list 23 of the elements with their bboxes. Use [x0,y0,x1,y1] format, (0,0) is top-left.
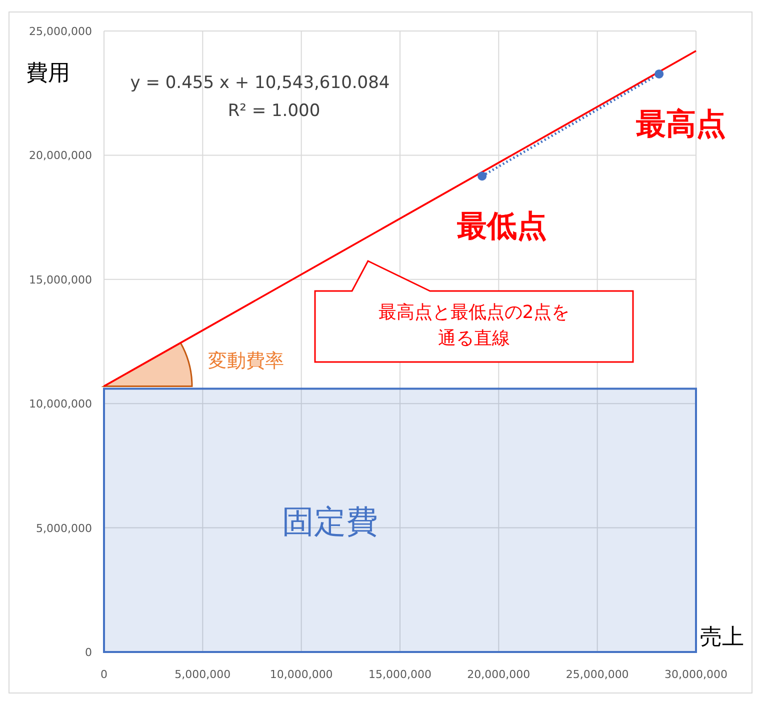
annotation: y = 0.455 x + 10,543,610.084 [130,73,390,93]
y-axis-title: 費用 [26,61,70,86]
annotation: 変動費率 [208,350,284,372]
x-axis-title: 売上 [700,625,744,650]
annotation: 最高点と最低点の2点を [378,302,570,323]
x-tick-label: 0 [100,668,108,681]
x-tick-label: 10,000,000 [270,668,333,681]
y-tick-label: 20,000,000 [29,149,92,162]
x-tick-label: 30,000,000 [664,668,728,681]
y-tick-label: 5,000,000 [36,522,92,535]
annotation: 最高点 [636,106,726,142]
annotation: 通る直線 [438,328,510,349]
x-tick-label: 20,000,000 [467,668,530,681]
x-tick-label: 25,000,000 [566,668,629,681]
x-tick-label: 5,000,000 [174,668,231,681]
annotation: 最低点 [457,209,548,244]
annotation: R² = 1.000 [228,101,320,121]
x-tick-label: 15,000,000 [368,668,432,681]
y-tick-label: 25,000,000 [29,25,92,38]
band-label: 固定費 [282,502,378,540]
y-tick-label: 0 [85,646,92,659]
y-tick-label: 10,000,000 [29,398,92,411]
y-tick-label: 15,000,000 [29,273,92,286]
